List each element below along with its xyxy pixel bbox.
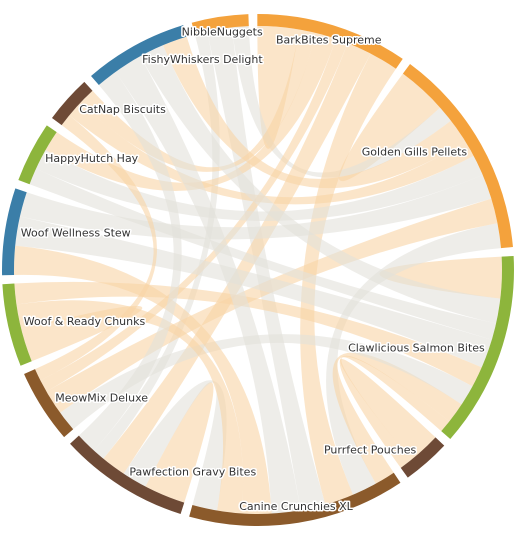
node-label: Canine Crunchies XL bbox=[239, 500, 353, 513]
ribbon bbox=[103, 43, 371, 474]
ribbon bbox=[326, 223, 502, 495]
node-arc bbox=[402, 64, 513, 249]
node-label: Clawlicious Salmon Bites bbox=[348, 341, 485, 354]
node-arc bbox=[70, 435, 185, 515]
ribbon bbox=[21, 305, 143, 362]
node-label: NibbleNuggets bbox=[182, 26, 263, 39]
node-label: Pawfection Gravy Bites bbox=[129, 466, 256, 479]
ribbon bbox=[339, 355, 450, 468]
node-arc bbox=[18, 125, 57, 185]
node-arc bbox=[24, 369, 74, 438]
node-arc bbox=[91, 25, 187, 86]
node-label: FishyWhiskers Delight bbox=[142, 53, 263, 66]
ribbon bbox=[60, 334, 473, 430]
node-label: Woof Wellness Stew bbox=[21, 227, 131, 240]
ribbon bbox=[29, 168, 497, 340]
ribbon bbox=[162, 36, 466, 189]
node-arcs bbox=[2, 14, 514, 526]
node-label: Woof & Ready Chunks bbox=[24, 315, 146, 328]
node-arc bbox=[2, 283, 32, 366]
ribbon bbox=[78, 72, 182, 451]
node-arc bbox=[257, 14, 403, 69]
ribbon bbox=[300, 53, 396, 505]
ribbon bbox=[115, 56, 301, 514]
node-label: MeowMix Deluxe bbox=[55, 391, 148, 404]
node-label: HappyHutch Hay bbox=[45, 152, 139, 165]
ribbon bbox=[14, 245, 272, 515]
ribbon bbox=[338, 73, 441, 182]
node-label: CatNap Biscuits bbox=[79, 103, 166, 116]
ribbons bbox=[14, 26, 503, 515]
ribbon bbox=[123, 380, 227, 511]
node-arc bbox=[441, 255, 514, 440]
node-label: Purrfect Pouches bbox=[324, 443, 416, 456]
node-labels: NibbleNuggets BarkBites Supreme Golden Gil… bbox=[19, 24, 486, 514]
ribbon bbox=[140, 45, 501, 324]
node-arc bbox=[400, 437, 445, 478]
ribbon bbox=[16, 300, 244, 514]
ribbon bbox=[45, 32, 336, 191]
node-arc bbox=[191, 14, 249, 35]
node-label: BarkBites Supreme bbox=[276, 34, 382, 47]
ribbon bbox=[35, 115, 157, 381]
node-label: Golden Gills Pellets bbox=[362, 145, 468, 158]
ribbon bbox=[340, 359, 436, 461]
ribbon bbox=[15, 216, 492, 368]
ribbon bbox=[257, 26, 300, 149]
node-arc bbox=[2, 188, 27, 276]
ribbon bbox=[36, 149, 483, 221]
node-arc bbox=[51, 81, 93, 126]
ribbon bbox=[46, 198, 498, 413]
ribbon bbox=[93, 31, 220, 459]
ribbon bbox=[332, 352, 462, 484]
ribbon bbox=[145, 382, 214, 503]
node-arc bbox=[189, 472, 401, 526]
